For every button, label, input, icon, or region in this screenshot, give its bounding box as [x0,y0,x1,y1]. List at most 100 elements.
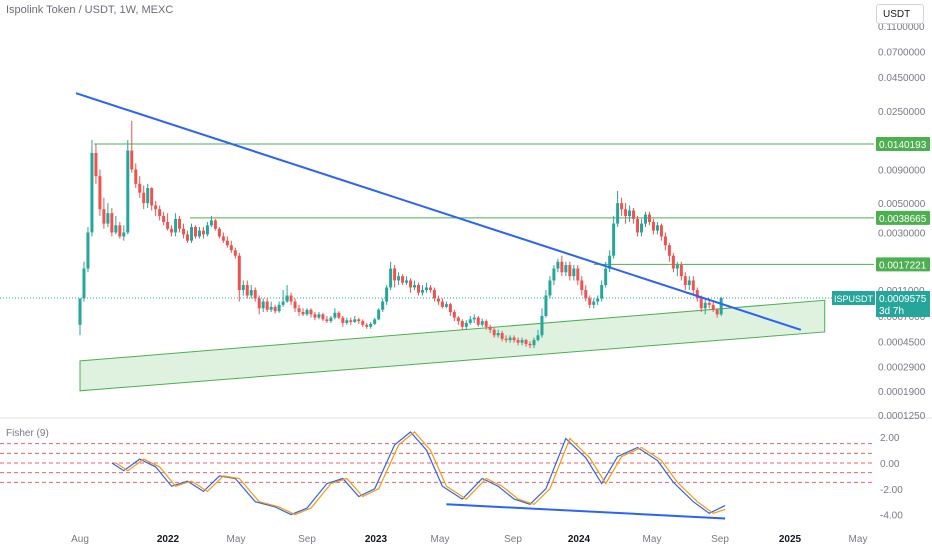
candle-body [500,333,504,339]
candle-body [162,215,166,223]
candle-body [464,322,468,327]
candle-body [520,340,524,343]
candle-body [604,268,608,286]
candle-body [560,261,564,273]
price-axis-label: 0.0002900 [878,363,926,374]
candle [389,261,393,291]
candle [452,309,456,322]
symbol-badge: ISPUSDT [834,294,874,304]
candle-body [357,319,361,322]
candle-body [659,225,663,237]
candle-body [277,304,281,312]
candle-body [584,290,588,299]
candle [432,287,436,302]
candle [397,272,401,286]
candle [182,223,186,239]
candle-body [301,312,305,315]
candle-body [82,268,86,299]
candle [369,322,373,329]
candle [261,298,265,313]
candle-body [715,309,719,315]
candle-body [691,280,695,291]
candle-body [448,304,452,313]
candle [190,223,194,243]
candle-body [703,302,707,309]
candle [592,298,596,309]
candle-body [640,223,644,233]
candle-body [432,290,436,299]
candle-body [325,319,329,322]
candle-body [345,320,349,323]
candle-body [456,317,460,322]
candle-body [313,314,317,318]
candle-body [651,222,655,231]
candle-body [285,295,289,302]
candle [305,308,309,316]
candle-body [265,301,269,310]
candle [333,308,337,320]
candle [520,337,524,346]
candle-body [349,320,353,323]
symbol-badge-bg [832,291,875,305]
candle-body [209,220,213,226]
candle [78,298,82,336]
candle-body [166,222,170,229]
candle [480,318,484,327]
candle [616,190,620,228]
price-axis-label: 0.0001250 [878,411,926,422]
candle [401,274,405,286]
candle-body [261,301,265,309]
price-axis-label: 0.0250000 [878,107,926,118]
candle [130,120,134,173]
candle [436,295,440,305]
candle [456,315,460,325]
currency-button[interactable]: USDT [876,4,924,24]
candle-body [98,176,102,210]
candle [289,292,293,305]
candle-body [90,152,94,233]
candle [420,285,424,296]
candle-body [190,227,194,241]
candle-body [134,169,138,184]
candle [608,250,612,273]
candle-body [552,268,556,281]
candle [253,287,257,302]
candle-body [647,214,651,223]
candle [249,285,253,299]
candle [584,285,588,302]
candle [205,222,209,237]
candle [162,211,166,226]
candle [393,265,397,288]
candle [285,285,289,303]
candle [632,207,636,224]
price-axis-label: 0.0450000 [878,73,926,84]
candle-body [719,298,723,315]
candle [317,312,321,320]
candle [512,335,516,343]
level-price-label: 0.0140193 [879,140,927,151]
candle [377,308,381,321]
candle [687,276,691,291]
candle [245,280,249,299]
candle [464,320,468,330]
candle [524,338,528,347]
candle [150,187,154,211]
candle-body [78,298,82,325]
candle [695,287,699,302]
candle [405,276,409,286]
chart-title: Ispolink Token / USDT, 1W, MEXC [6,4,174,16]
candle [277,301,281,313]
candle-body [428,287,432,291]
candle [329,315,333,323]
candle [122,225,126,241]
candle [508,335,512,343]
candle [98,169,102,216]
candle [126,140,130,235]
candle-body [397,276,401,281]
candle-body [683,276,687,286]
candle-body [393,268,397,281]
price-axis-label: 0.1100000 [878,22,925,33]
candle [460,319,464,330]
fisher-axis-label: -2.00 [880,485,903,496]
